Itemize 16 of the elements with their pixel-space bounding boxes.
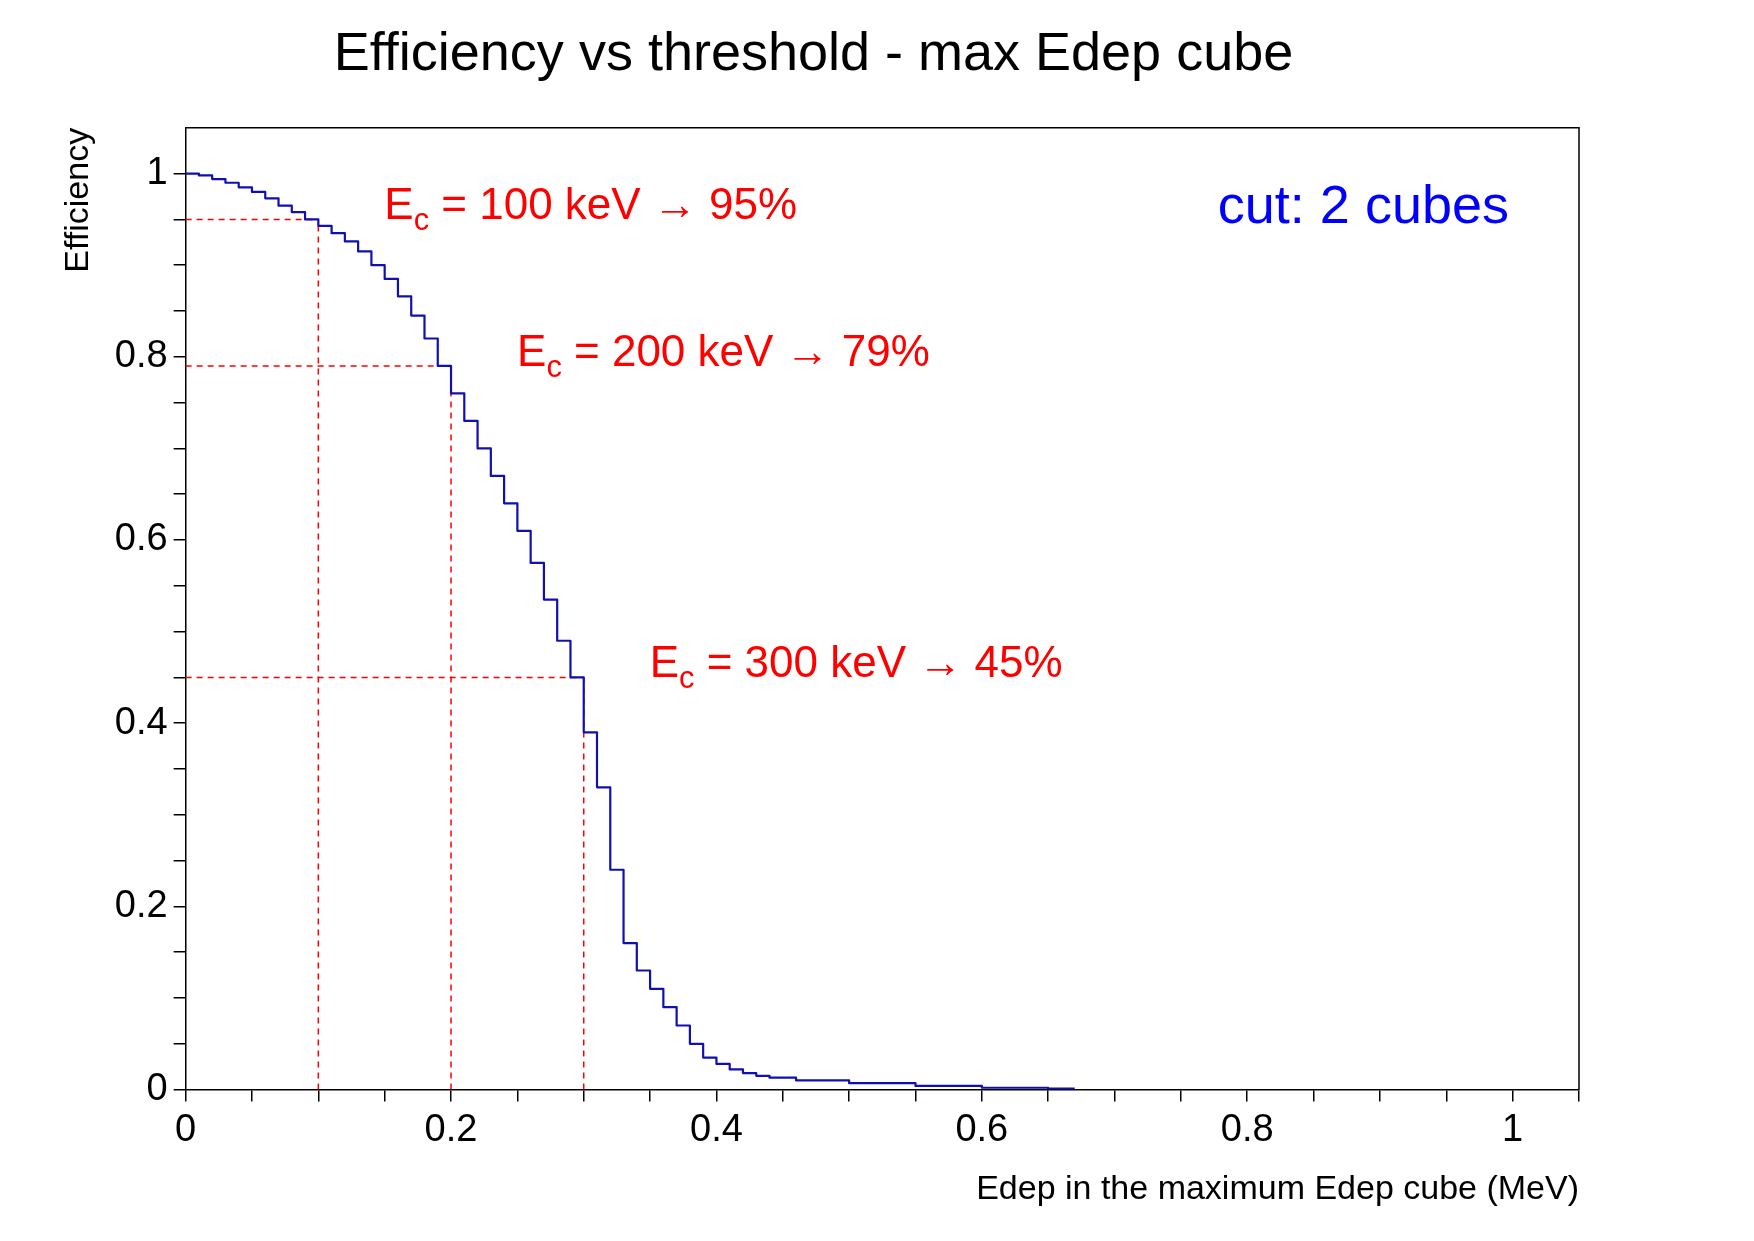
x-tick-label: 1	[1502, 1106, 1524, 1149]
y-tick-label: 0.2	[114, 882, 168, 925]
annotation: cut: 2 cubes	[1217, 173, 1509, 234]
y-tick-label: 0.6	[114, 516, 168, 559]
y-tick-label: 0	[146, 1066, 168, 1109]
y-tick-label: 0.8	[114, 333, 168, 376]
y-tick-label: 1	[146, 150, 168, 193]
x-axis-title: Edep in the maximum Edep cube (MeV)	[976, 1167, 1579, 1206]
x-tick-label: 0.4	[690, 1106, 743, 1149]
y-tick-label: 0.4	[114, 699, 168, 742]
x-tick-label: 0	[175, 1106, 197, 1149]
x-tick-label: 0.6	[955, 1106, 1009, 1149]
x-tick-label: 0.2	[424, 1106, 478, 1149]
x-tick-label: 0.8	[1220, 1106, 1274, 1149]
y-axis-title: Efficiency	[56, 127, 95, 273]
chart-title: Efficiency vs threshold - max Edep cube	[333, 21, 1294, 82]
